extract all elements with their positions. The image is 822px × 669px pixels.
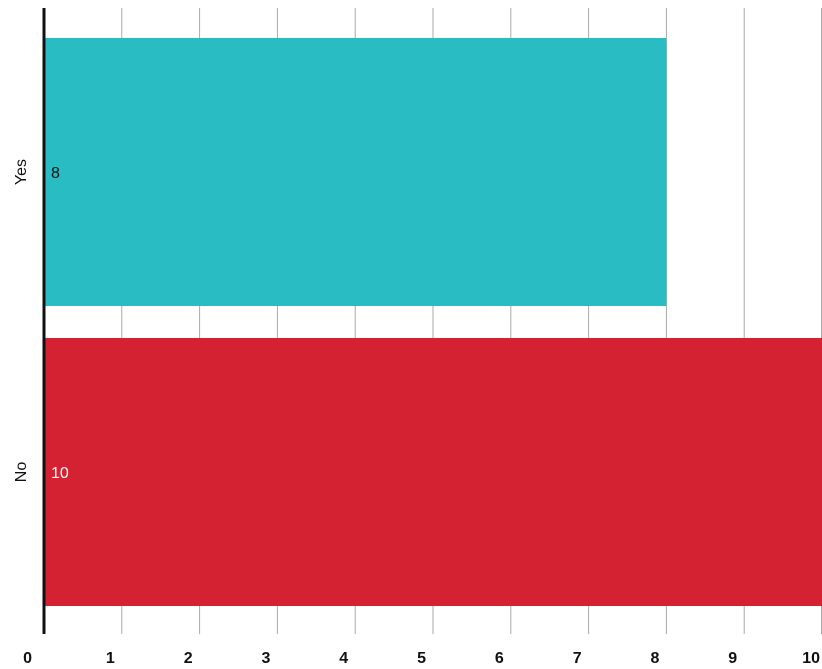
x-tick-label-5: 5 xyxy=(417,650,426,667)
x-tick-label-8: 8 xyxy=(650,650,659,667)
bars xyxy=(44,38,822,606)
x-tick-label-4: 4 xyxy=(339,650,348,667)
category-label-yes: Yes xyxy=(13,159,30,185)
x-tick-label-6: 6 xyxy=(495,650,504,667)
category-label-no: No xyxy=(13,462,30,483)
data-labels: 8 10 xyxy=(51,165,69,482)
category-labels: Yes No xyxy=(13,159,30,482)
x-tick-label-7: 7 xyxy=(573,650,582,667)
x-tick-label-9: 9 xyxy=(728,650,737,667)
x-tick-label-3: 3 xyxy=(261,650,270,667)
data-label-no: 10 xyxy=(51,465,69,482)
x-tick-label-10: 10 xyxy=(802,650,820,667)
x-tick-labels: 0 1 2 3 4 5 6 7 8 9 10 xyxy=(23,650,820,667)
data-label-yes: 8 xyxy=(51,165,60,182)
bar-yes xyxy=(44,38,667,306)
x-tick-label-2: 2 xyxy=(184,650,193,667)
bar-no xyxy=(44,338,822,606)
x-tick-label-1: 1 xyxy=(106,650,115,667)
x-tick-label-0: 0 xyxy=(23,650,32,667)
